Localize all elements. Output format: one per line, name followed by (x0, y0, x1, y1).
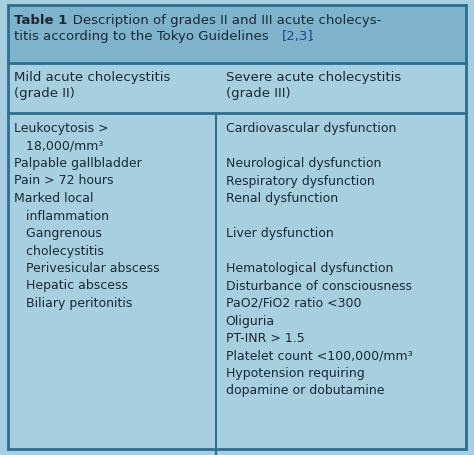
Text: (grade III): (grade III) (226, 87, 290, 100)
Text: 18,000/mm³: 18,000/mm³ (14, 139, 103, 152)
Text: Mild acute cholecystitis: Mild acute cholecystitis (14, 71, 170, 84)
Text: Liver dysfunction: Liver dysfunction (226, 227, 333, 239)
Text: PT-INR > 1.5: PT-INR > 1.5 (226, 331, 304, 344)
Text: Biliary peritonitis: Biliary peritonitis (14, 296, 132, 309)
Text: Neurological dysfunction: Neurological dysfunction (226, 157, 381, 170)
Text: Hematological dysfunction: Hematological dysfunction (226, 262, 393, 274)
Text: .: . (310, 30, 314, 43)
Bar (8, 6, 466, 64)
Text: Renal dysfunction: Renal dysfunction (226, 192, 338, 205)
Text: Severe acute cholecystitis: Severe acute cholecystitis (226, 71, 401, 84)
Text: [2,3]: [2,3] (282, 30, 314, 43)
Text: inflammation: inflammation (14, 209, 109, 222)
Text: Respiratory dysfunction: Respiratory dysfunction (226, 174, 374, 187)
Text: (grade II): (grade II) (14, 87, 75, 100)
Text: Table 1: Table 1 (14, 14, 67, 27)
Text: Marked local: Marked local (14, 192, 93, 205)
Text: titis according to the Tokyo Guidelines: titis according to the Tokyo Guidelines (14, 30, 273, 43)
Text: Pain > 72 hours: Pain > 72 hours (14, 174, 113, 187)
Text: Perivesicular abscess: Perivesicular abscess (14, 262, 160, 274)
Text: Hypotension requiring: Hypotension requiring (226, 366, 365, 379)
Text: PaO2/FiO2 ratio <300: PaO2/FiO2 ratio <300 (226, 296, 361, 309)
Text: Leukocytosis >: Leukocytosis > (14, 122, 109, 135)
Text: Platelet count <100,000/mm³: Platelet count <100,000/mm³ (226, 349, 412, 362)
Text: dopamine or dobutamine: dopamine or dobutamine (226, 384, 384, 397)
Text: Hepatic abscess: Hepatic abscess (14, 279, 128, 292)
Text: Oliguria: Oliguria (226, 314, 275, 327)
Text: Gangrenous: Gangrenous (14, 227, 102, 239)
Text: Description of grades II and III acute cholecys-: Description of grades II and III acute c… (60, 14, 382, 27)
Text: Cardiovascular dysfunction: Cardiovascular dysfunction (226, 122, 396, 135)
Text: Disturbance of consciousness: Disturbance of consciousness (226, 279, 412, 292)
Text: cholecystitis: cholecystitis (14, 244, 104, 257)
Text: Palpable gallbladder: Palpable gallbladder (14, 157, 142, 170)
